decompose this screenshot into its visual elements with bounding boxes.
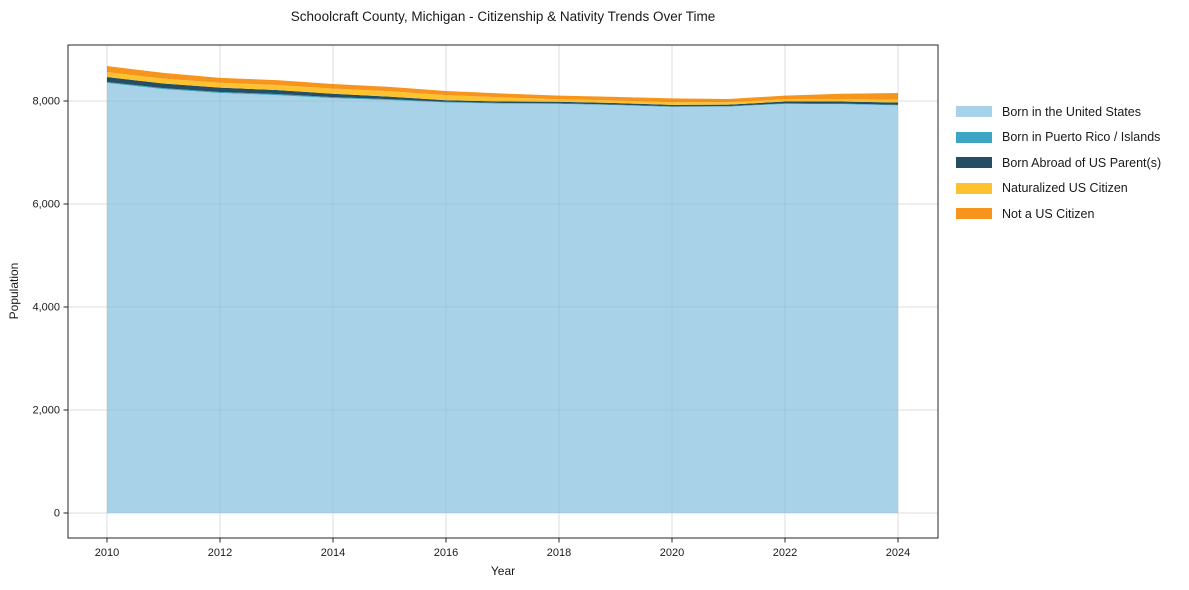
legend-swatch-icon — [956, 131, 992, 143]
x-tick-label: 2020 — [660, 547, 684, 559]
y-axis-label: Population — [7, 262, 21, 320]
x-tick-label: 2012 — [208, 547, 232, 559]
x-tick-label: 2022 — [773, 547, 797, 559]
area-series-1 — [107, 81, 898, 107]
x-tick-label: 2014 — [321, 547, 345, 559]
x-tick-label: 2024 — [886, 547, 910, 559]
legend-swatch-icon — [956, 106, 992, 118]
legend-item-3: Naturalized US Citizen — [956, 176, 1161, 202]
plot-border — [67, 44, 939, 539]
chart-title: Schoolcraft County, Michigan - Citizensh… — [290, 9, 716, 24]
x-tick-label: 2018 — [547, 547, 571, 559]
x-tick-label: 2016 — [434, 547, 458, 559]
y-tick-label: 0 — [54, 508, 60, 520]
legend-item-0: Born in the United States — [956, 99, 1161, 125]
legend-item-1: Born in Puerto Rico / Islands — [956, 125, 1161, 151]
legend-label: Born Abroad of US Parent(s) — [1002, 155, 1162, 170]
x-axis-label: Year — [490, 564, 516, 578]
area-series-3 — [107, 72, 898, 105]
legend-swatch-icon — [956, 208, 992, 220]
area-series-4 — [107, 65, 898, 103]
legend-label: Born in Puerto Rico / Islands — [1002, 130, 1161, 145]
x-tick-label: 2010 — [95, 547, 119, 559]
area-series-0 — [107, 82, 898, 513]
y-tick-label: 8,000 — [32, 96, 60, 108]
legend-label: Born in the United States — [1002, 104, 1141, 119]
legend-item-4: Not a US Citizen — [956, 201, 1161, 227]
legend-label: Naturalized US Citizen — [1002, 181, 1128, 196]
y-tick-label: 2,000 — [32, 405, 60, 417]
legend-label: Not a US Citizen — [1002, 206, 1095, 221]
y-tick-label: 6,000 — [32, 199, 60, 211]
y-tick-label: 4,000 — [32, 302, 60, 314]
legend-item-2: Born Abroad of US Parent(s) — [956, 150, 1161, 176]
legend: Born in the United States Born in Puerto … — [956, 99, 1161, 227]
area-series-2 — [107, 77, 898, 107]
legend-swatch-icon — [956, 182, 992, 194]
legend-swatch-icon — [956, 157, 992, 169]
